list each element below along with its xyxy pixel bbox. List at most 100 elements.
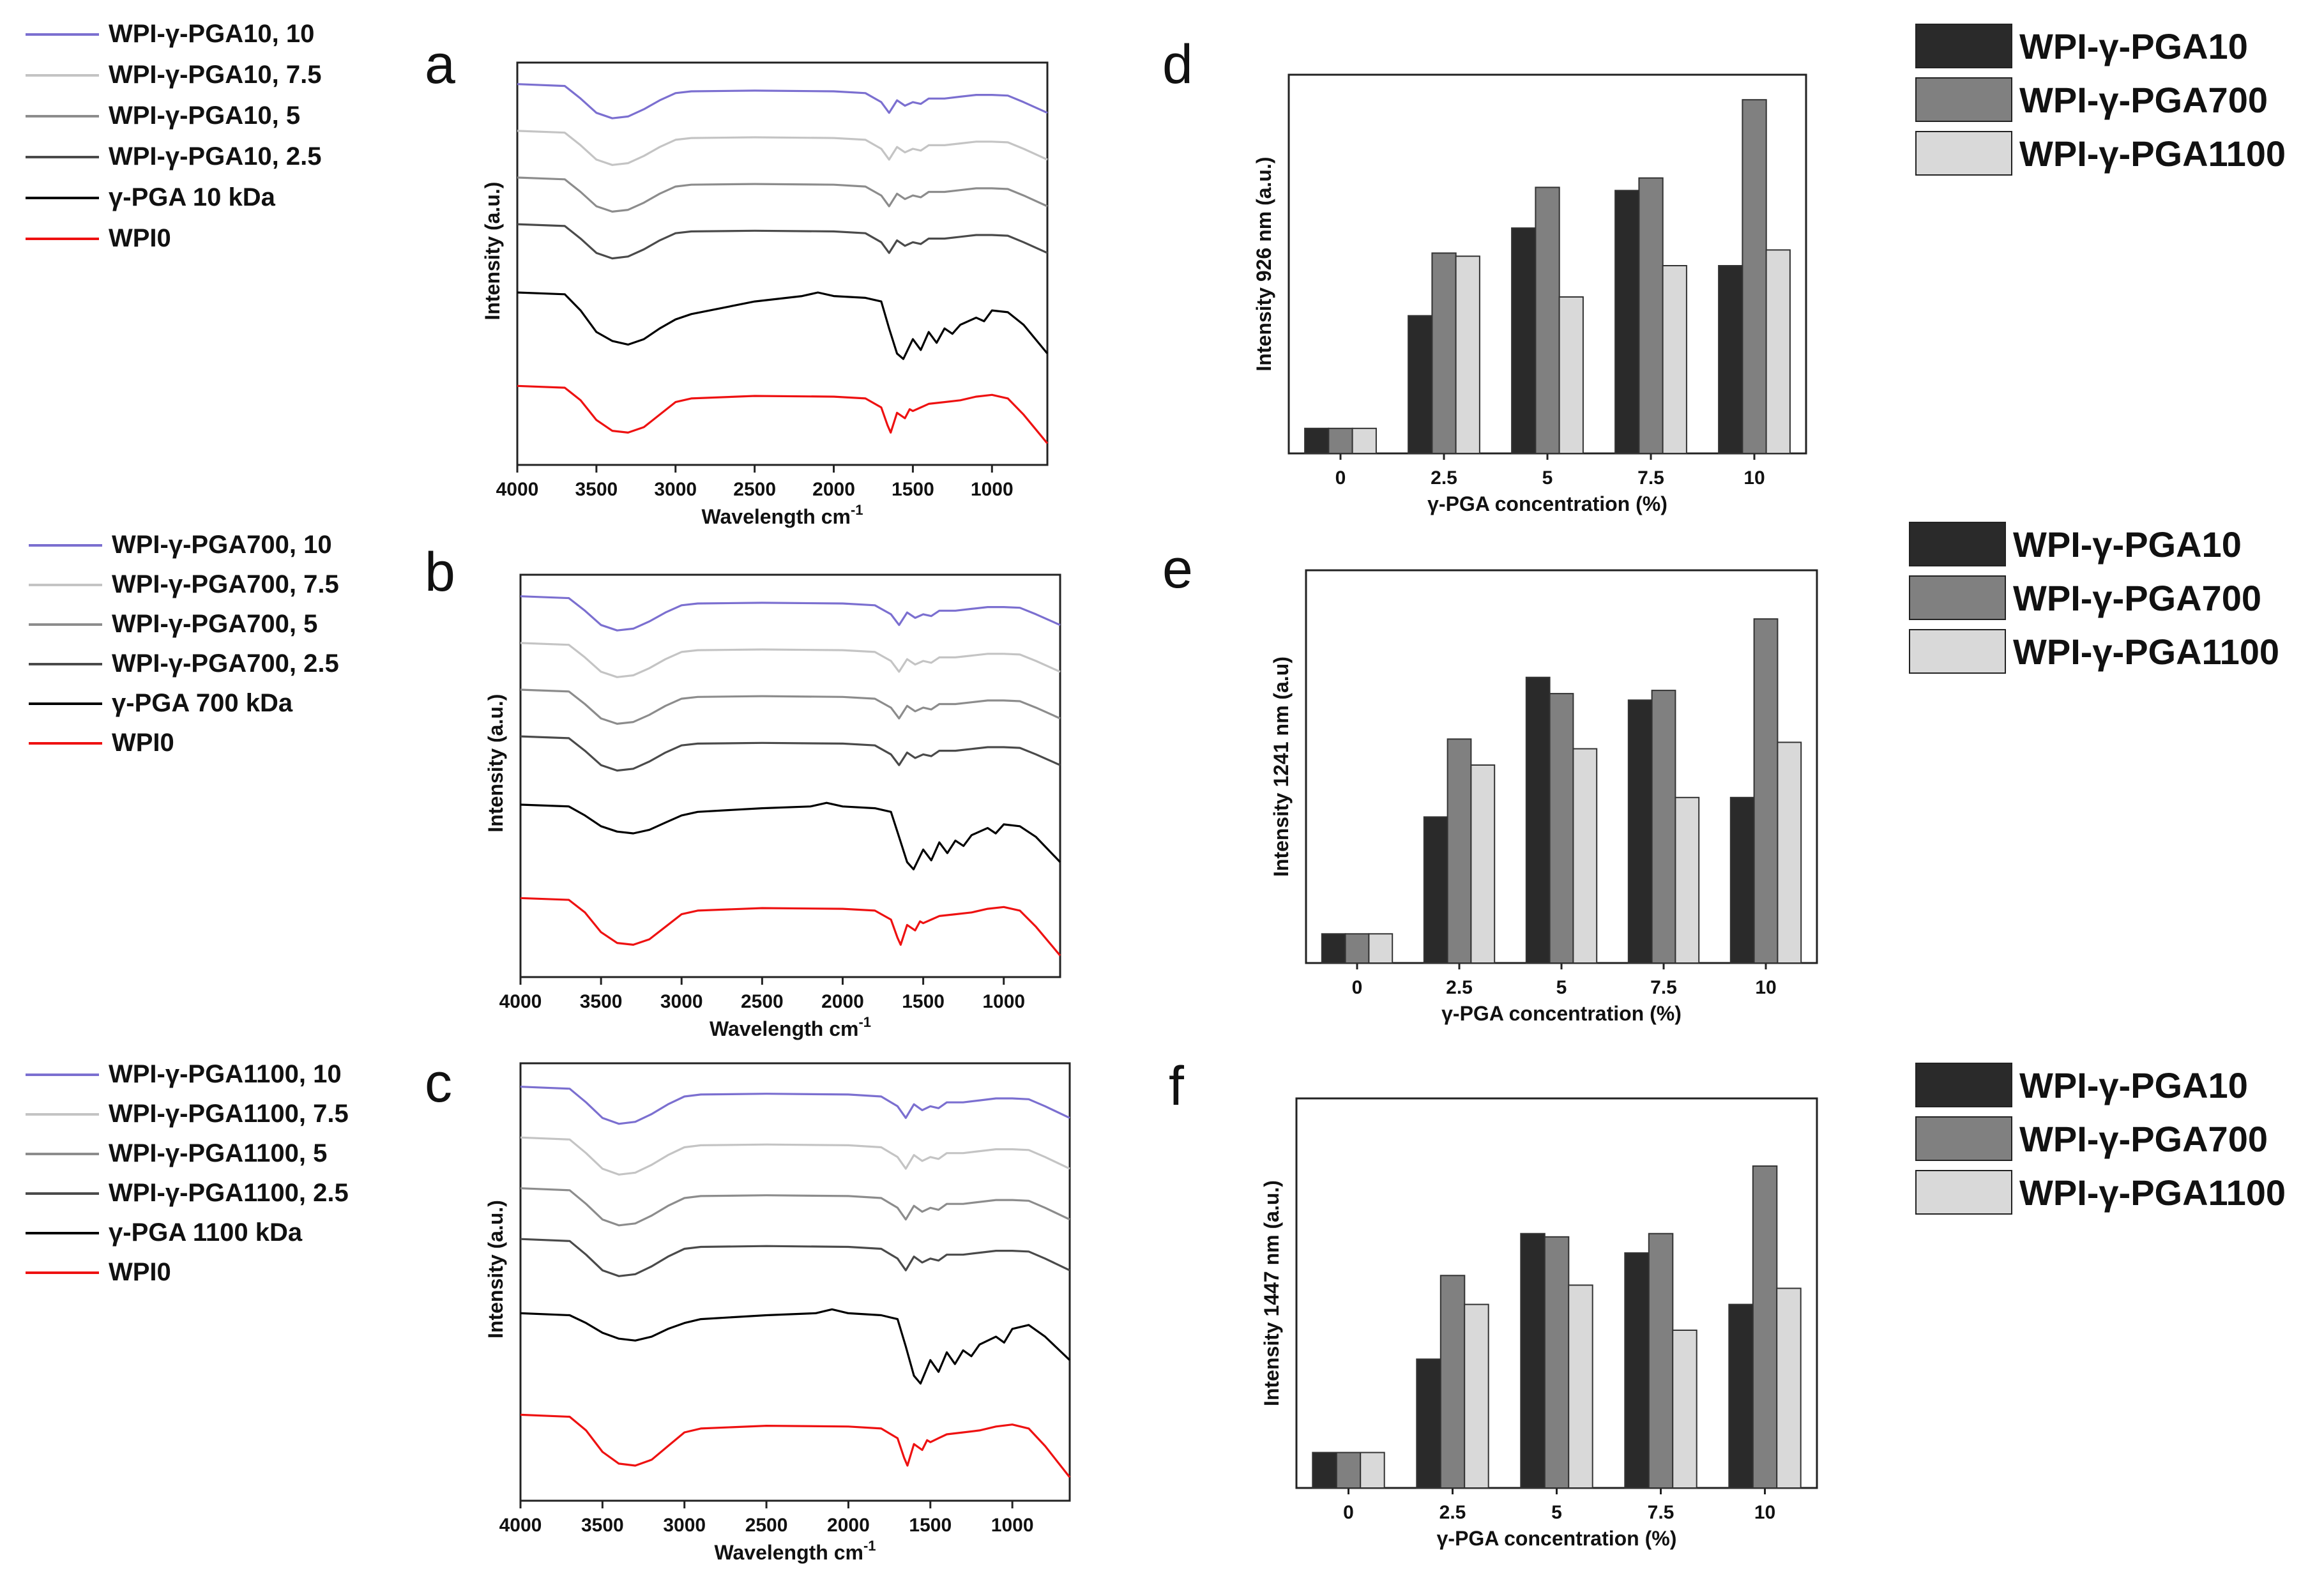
legend-swatch	[1915, 1170, 2012, 1215]
spectrum-line	[517, 223, 1048, 260]
bar	[1360, 1452, 1385, 1489]
bar	[1752, 1165, 1778, 1489]
legend-label: WPI-γ-PGA1100, 10	[109, 1060, 342, 1088]
x-axis-title-text: Wavelength cm	[701, 505, 851, 528]
legend-swatch	[1909, 629, 2006, 674]
x-tick-label: 2500	[741, 991, 784, 1012]
spectrum-line	[517, 291, 1049, 360]
x-tick-label: 5	[1551, 1502, 1562, 1523]
panel-letter: b	[425, 542, 455, 603]
x-tick-label: 0	[1343, 1502, 1354, 1523]
panel-letter: c	[425, 1052, 452, 1114]
x-tick-label: 3500	[581, 1515, 624, 1536]
x-tick-label: 10	[1743, 467, 1765, 489]
y-axis-title: Intensity 1241 nm (a.u)	[1270, 656, 1293, 877]
bar	[1321, 933, 1346, 964]
x-axis-title: γ-PGA concentration (%)	[1437, 1527, 1677, 1550]
x-tick-label: 0	[1335, 467, 1346, 489]
x-tick-label: 5	[1542, 467, 1553, 489]
legend-swatch	[1915, 1116, 2012, 1161]
bar	[1558, 296, 1584, 454]
legend-label: WPI-γ-PGA700, 10	[112, 531, 332, 559]
x-tick-label: 2500	[733, 479, 776, 500]
legend-label: WPI-γ-PGA10, 5	[109, 102, 300, 130]
bar	[1455, 255, 1480, 454]
legend-label: WPI-γ-PGA10, 10	[109, 20, 314, 48]
bar	[1470, 764, 1496, 964]
legend-label: γ-PGA 10 kDa	[109, 183, 276, 211]
x-axis-title: γ-PGA concentration (%)	[1427, 492, 1667, 515]
bar	[1416, 1358, 1441, 1489]
bar-panel-d: d WPI-γ-PGA10 WPI-γ-PGA700 WPI-γ-PGA1100 0 2.…	[1162, 24, 2286, 515]
bar	[1675, 796, 1700, 964]
x-tick-label: 3000	[654, 479, 697, 500]
legend-swatch	[1915, 24, 2012, 68]
x-tick-label: 1500	[902, 991, 945, 1012]
legend-swatch	[1909, 522, 2006, 566]
bar	[1335, 1452, 1362, 1489]
x-tick-label: 2.5	[1431, 467, 1457, 489]
bar	[1753, 618, 1779, 964]
legend-label: WPI-γ-PGA700, 2.5	[112, 649, 339, 678]
legend-label: WPI-γ-PGA10, 7.5	[109, 61, 321, 89]
x-tick-label: 0	[1352, 977, 1363, 998]
bar	[1312, 1452, 1337, 1489]
bar	[1614, 190, 1640, 454]
panel-letter: f	[1169, 1056, 1185, 1117]
bar	[1525, 676, 1551, 964]
x-tick-label: 3500	[580, 991, 623, 1012]
bar	[1777, 741, 1802, 964]
legend-label: WPI-γ-PGA700	[2019, 1119, 2268, 1159]
x-tick-label: 10	[1754, 1502, 1775, 1523]
x-tick-label: 10	[1755, 977, 1776, 998]
x-tick-label: 2000	[821, 991, 864, 1012]
legend-label: WPI-γ-PGA1100, 7.5	[109, 1100, 349, 1128]
bar	[1408, 315, 1433, 454]
legend-swatch	[1915, 77, 2012, 122]
legend-label: WPI-γ-PGA700	[2019, 80, 2268, 120]
bar	[1742, 99, 1767, 454]
legend-label: WPI-γ-PGA700	[2013, 578, 2261, 618]
spectrum-line	[520, 595, 1061, 632]
legend-swatch	[1915, 1063, 2012, 1107]
bar	[1328, 427, 1353, 454]
bar	[1464, 1303, 1489, 1489]
spectrum-line	[520, 1413, 1071, 1478]
legend-swatch	[1909, 575, 2006, 620]
legend-label: WPI-γ-PGA10, 2.5	[109, 142, 321, 171]
plot-frame	[519, 573, 1061, 978]
bar	[1549, 693, 1574, 964]
legend-label: WPI0	[112, 729, 174, 757]
spectrum-line	[517, 384, 1049, 444]
x-tick-label: 3000	[660, 991, 703, 1012]
bar	[1624, 1252, 1650, 1489]
x-tick-label: 1000	[982, 991, 1025, 1012]
spectrum-line	[520, 897, 1061, 957]
spectrum-line	[517, 83, 1048, 119]
x-tick-label: 7.5	[1650, 977, 1677, 998]
legend-label: WPI-γ-PGA10	[2019, 1065, 2248, 1105]
x-axis-title-superscript: -1	[851, 502, 863, 518]
bar	[1572, 748, 1598, 964]
x-tick-label: 4000	[499, 991, 542, 1012]
bar	[1568, 1284, 1593, 1489]
x-axis-title: Wavelength cm-1	[714, 1538, 876, 1564]
bar	[1729, 796, 1755, 964]
bar	[1520, 1233, 1546, 1489]
bar	[1447, 738, 1472, 964]
bar	[1672, 1330, 1697, 1489]
x-tick-label: 3500	[575, 479, 618, 500]
bar	[1776, 1287, 1802, 1489]
x-tick-label: 7.5	[1648, 1502, 1675, 1523]
bar	[1304, 427, 1330, 454]
x-axis-title-superscript: -1	[863, 1538, 876, 1554]
panel-letter: e	[1162, 538, 1193, 600]
x-tick-label: 7.5	[1637, 467, 1664, 489]
legend-label: WPI-γ-PGA1100	[2013, 632, 2279, 672]
x-tick-label: 4000	[496, 479, 539, 500]
x-axis-title-superscript: -1	[858, 1014, 871, 1030]
x-axis-title: Wavelength cm-1	[701, 502, 863, 528]
legend-swatch	[1915, 131, 2012, 176]
x-tick-label: 2.5	[1439, 1502, 1466, 1523]
spectrum-line	[520, 1086, 1070, 1125]
